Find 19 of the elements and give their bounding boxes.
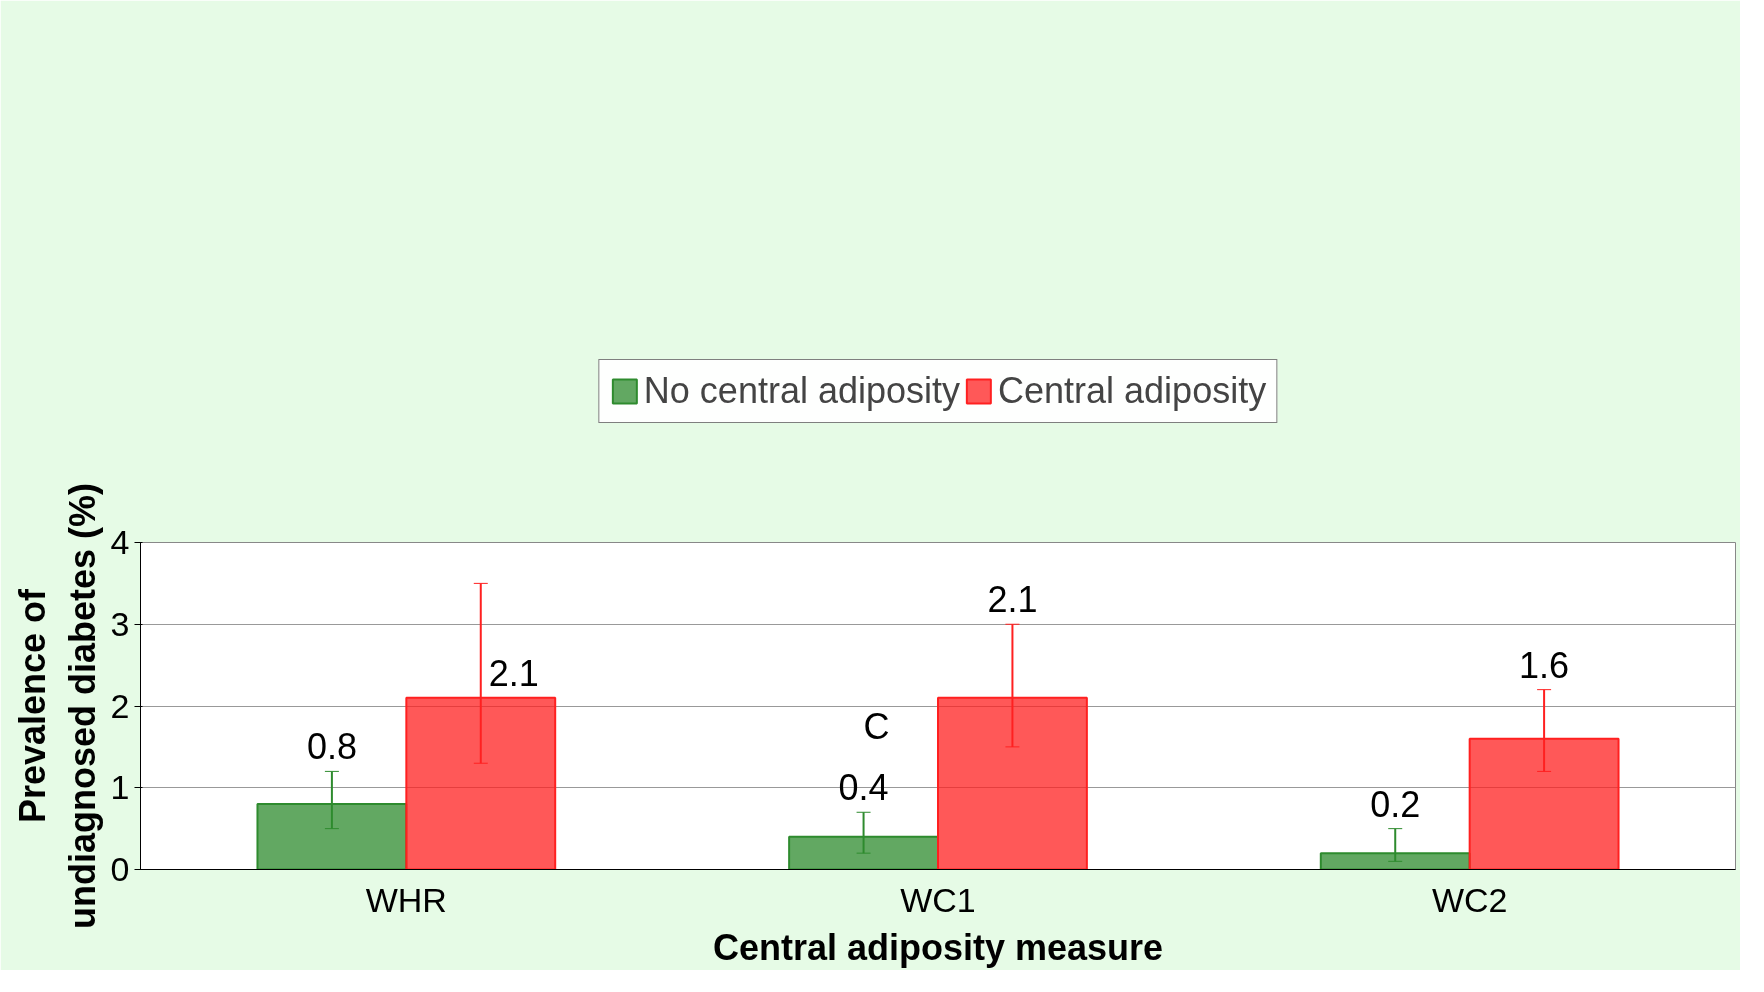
x-axis-title: Central adiposity measure	[712, 926, 1164, 968]
annotation: C	[863, 705, 890, 747]
x-tick-label: WHR	[365, 880, 447, 919]
y-tick-label: 1	[110, 768, 130, 807]
data-label: 0.4	[838, 767, 889, 809]
legend-label: No central adiposity	[643, 369, 961, 412]
data-label: 2.1	[987, 579, 1038, 621]
y-tick-label: 2	[110, 686, 130, 725]
data-label: 1.6	[1519, 644, 1570, 686]
y-axis-title: Prevalence of undiagnosed diabetes (%)	[12, 482, 103, 930]
legend-label: Central adiposity	[998, 369, 1267, 412]
data-label: 2.1	[488, 652, 539, 694]
data-label: 0.2	[1370, 783, 1421, 825]
data-label: 0.8	[306, 726, 357, 768]
x-tick-label: WC2	[1431, 880, 1508, 919]
y-tick-label: 0	[110, 850, 130, 888]
y-tick-label: 4	[110, 523, 130, 561]
x-tick-label: WC1	[900, 880, 976, 919]
y-tick-label: 3	[110, 604, 130, 643]
